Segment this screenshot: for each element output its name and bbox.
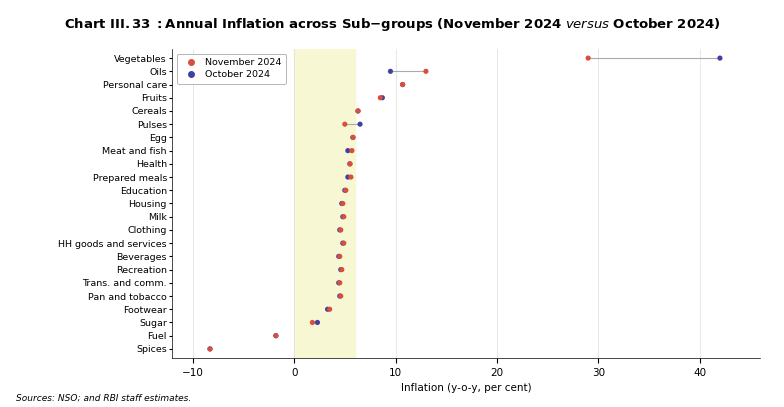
Point bbox=[333, 227, 346, 233]
Point bbox=[339, 121, 351, 127]
Point bbox=[311, 319, 324, 326]
Point bbox=[335, 266, 347, 273]
Point bbox=[384, 68, 397, 74]
Point bbox=[352, 108, 365, 114]
Point bbox=[343, 161, 356, 167]
Point bbox=[339, 187, 351, 194]
Point bbox=[347, 134, 359, 141]
Point bbox=[204, 346, 216, 352]
Point bbox=[374, 94, 387, 101]
Point bbox=[338, 213, 350, 220]
Point bbox=[335, 293, 347, 299]
Point bbox=[336, 200, 348, 207]
Point bbox=[397, 81, 409, 88]
Point bbox=[333, 293, 346, 299]
Point bbox=[270, 333, 282, 339]
Point bbox=[336, 213, 349, 220]
Legend: November 2024, October 2024: November 2024, October 2024 bbox=[177, 54, 285, 84]
Point bbox=[376, 94, 389, 101]
Point bbox=[342, 174, 354, 180]
Point bbox=[419, 68, 432, 74]
Point bbox=[342, 147, 354, 154]
Point bbox=[345, 174, 358, 180]
Point bbox=[343, 161, 356, 167]
Point bbox=[336, 266, 348, 273]
Point bbox=[204, 346, 216, 352]
X-axis label: Inflation (y-o-y, per cent): Inflation (y-o-y, per cent) bbox=[401, 383, 532, 394]
Point bbox=[321, 306, 334, 313]
Point bbox=[333, 280, 346, 286]
Point bbox=[333, 253, 346, 260]
Point bbox=[582, 55, 594, 61]
Bar bbox=[294, 49, 355, 358]
Point bbox=[346, 147, 358, 154]
Point bbox=[352, 108, 365, 114]
Point bbox=[397, 81, 409, 88]
Point bbox=[338, 240, 350, 246]
Text: $\mathbf{Chart\ III.33\ :Annual\ Inflation\ across\ Sub{-}groups\ (November\ 202: $\mathbf{Chart\ III.33\ :Annual\ Inflati… bbox=[64, 16, 720, 33]
Point bbox=[323, 306, 336, 313]
Point bbox=[332, 280, 345, 286]
Point bbox=[339, 187, 352, 194]
Point bbox=[335, 227, 347, 233]
Point bbox=[270, 333, 282, 339]
Point bbox=[306, 319, 318, 326]
Point bbox=[336, 200, 349, 207]
Point bbox=[713, 55, 726, 61]
Point bbox=[354, 121, 366, 127]
Point bbox=[332, 253, 345, 260]
Point bbox=[347, 134, 359, 141]
Point bbox=[336, 240, 349, 246]
Text: Sources: NSO; and RBI staff estimates.: Sources: NSO; and RBI staff estimates. bbox=[16, 394, 191, 403]
